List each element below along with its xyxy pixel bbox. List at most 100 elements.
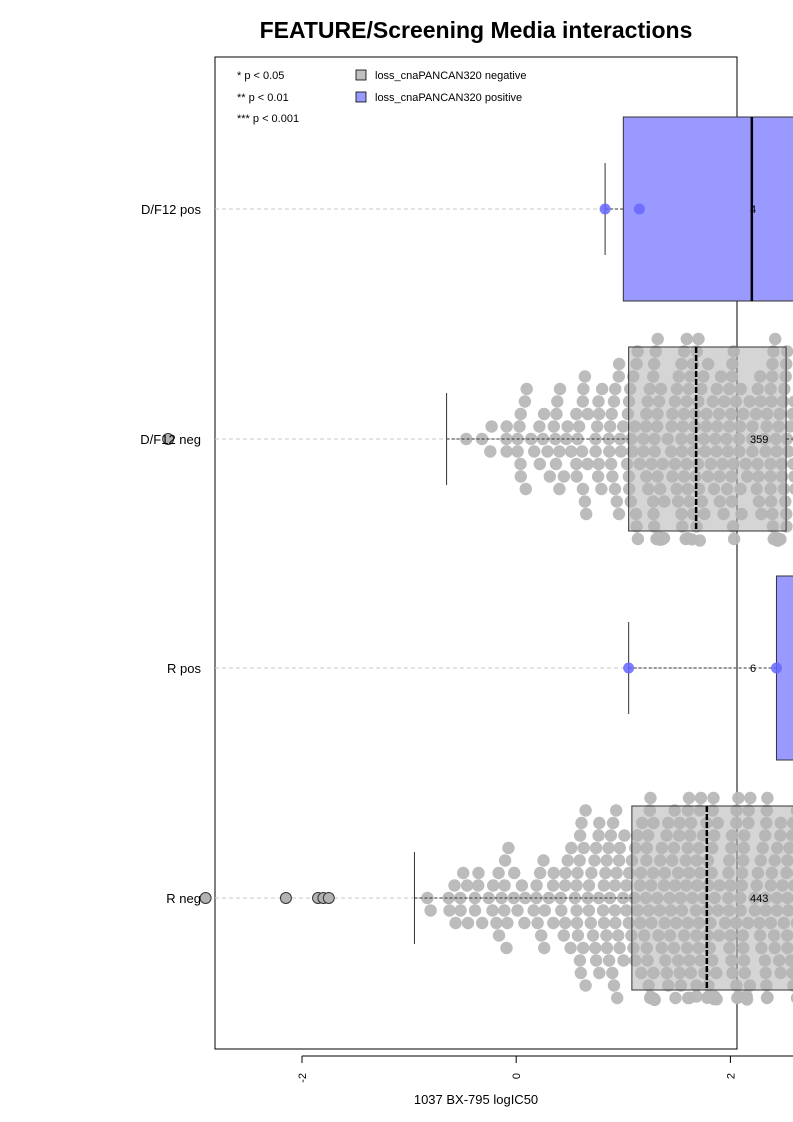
swarm-point bbox=[774, 533, 787, 546]
swarm-point bbox=[788, 470, 793, 483]
swarm-point bbox=[596, 904, 610, 917]
swarm-point bbox=[732, 791, 745, 805]
swarm-point bbox=[531, 916, 544, 930]
swarm-point bbox=[559, 916, 572, 930]
swarm-point bbox=[612, 357, 626, 371]
swarm-point bbox=[513, 420, 526, 433]
swarm-point bbox=[551, 395, 564, 408]
swarm-point bbox=[575, 445, 589, 458]
swarm-point bbox=[490, 916, 503, 930]
swarm-point bbox=[613, 432, 627, 446]
swarm-point bbox=[468, 904, 482, 917]
swarm-point bbox=[590, 954, 603, 967]
swarm-point bbox=[609, 382, 622, 396]
swarm-point bbox=[533, 866, 547, 880]
swarm-point bbox=[651, 332, 664, 346]
swarm-point bbox=[610, 495, 623, 508]
swarm-point bbox=[579, 979, 592, 992]
swarm-point bbox=[576, 395, 589, 408]
swarm-point bbox=[533, 420, 546, 433]
swarm-point bbox=[606, 966, 619, 980]
swarm-point bbox=[589, 941, 602, 955]
swarm-point bbox=[631, 532, 645, 546]
box-negative bbox=[631, 805, 793, 991]
swarm-point bbox=[589, 445, 602, 458]
swarm-point bbox=[648, 993, 661, 1006]
swarm-point bbox=[586, 929, 600, 942]
swarm-point bbox=[644, 791, 657, 805]
group-count: 359 bbox=[750, 434, 768, 446]
swarm-point bbox=[501, 916, 514, 930]
swarm-point bbox=[600, 929, 613, 942]
swarm-point bbox=[585, 866, 598, 880]
swarm-point bbox=[570, 879, 583, 892]
swarm-point bbox=[514, 470, 527, 483]
swarm-point bbox=[528, 445, 541, 458]
swarm-point bbox=[570, 916, 584, 930]
swarm-point bbox=[657, 531, 671, 545]
swarm-point bbox=[576, 482, 590, 496]
swarm-point bbox=[682, 791, 696, 805]
swarm-point bbox=[515, 879, 529, 892]
swarm-point bbox=[581, 457, 594, 471]
swarm-point bbox=[612, 507, 626, 521]
swarm-point bbox=[449, 916, 462, 930]
swarm-point bbox=[555, 904, 568, 917]
swarm-point bbox=[710, 993, 723, 1006]
x-axis: -20246 bbox=[297, 1055, 793, 1083]
outlier-point bbox=[199, 892, 212, 904]
swarm-point bbox=[565, 841, 578, 855]
swarm-point bbox=[573, 854, 586, 867]
swarm-point bbox=[577, 941, 590, 955]
swarm-point bbox=[604, 457, 618, 471]
swarm-point bbox=[692, 332, 705, 346]
swarm-point bbox=[604, 829, 618, 842]
x-tick-label: 0 bbox=[511, 1073, 523, 1079]
swarm-point bbox=[424, 904, 437, 917]
swarm-point bbox=[472, 879, 485, 892]
data-point bbox=[599, 203, 611, 215]
swarm-point bbox=[514, 407, 527, 421]
swarm-point bbox=[533, 457, 546, 471]
swarm-point bbox=[588, 854, 601, 867]
swarm-point bbox=[547, 916, 560, 930]
swarm-point bbox=[559, 866, 572, 880]
swarm-point bbox=[535, 929, 548, 942]
swarm-point bbox=[592, 891, 605, 905]
group-label: D/F12 neg bbox=[140, 432, 201, 447]
swarm-point bbox=[597, 916, 611, 930]
swarm-point bbox=[577, 382, 590, 396]
swarm-point bbox=[457, 866, 470, 880]
swarm-point bbox=[518, 916, 531, 930]
swarm-point bbox=[620, 879, 633, 892]
x-axis-label: 1037 BX-795 logIC50 bbox=[414, 1092, 538, 1107]
swarm-point bbox=[520, 382, 533, 396]
x-tick-label: -2 bbox=[297, 1073, 309, 1083]
swarm-point bbox=[608, 904, 622, 917]
swarm-point bbox=[611, 991, 624, 1005]
legend: * p < 0.05 ** p < 0.01 *** p < 0.001 los… bbox=[237, 69, 526, 125]
group-label: D/F12 pos bbox=[141, 202, 201, 217]
swarm-point bbox=[448, 879, 461, 892]
swarm-point bbox=[514, 457, 527, 471]
swarm-point bbox=[592, 457, 605, 471]
swarm-point bbox=[761, 991, 774, 1004]
swarm-point bbox=[573, 829, 587, 842]
swarm-point bbox=[571, 866, 584, 880]
swarm-point bbox=[527, 904, 540, 917]
swarm-point bbox=[443, 904, 456, 917]
outlier-point bbox=[279, 892, 292, 904]
swarm-point bbox=[572, 420, 586, 433]
swarm-point bbox=[740, 993, 754, 1006]
significance-legend-2: ** p < 0.01 bbox=[237, 92, 289, 104]
data-point bbox=[633, 203, 645, 215]
swarm-point bbox=[538, 941, 551, 955]
swarm-point bbox=[547, 866, 560, 880]
swarm-point bbox=[498, 879, 511, 892]
swarm-point bbox=[549, 457, 563, 471]
swarm-point bbox=[482, 891, 495, 905]
swarm-point bbox=[557, 470, 571, 483]
swarm-point bbox=[530, 879, 543, 892]
swarm-point bbox=[472, 866, 485, 880]
